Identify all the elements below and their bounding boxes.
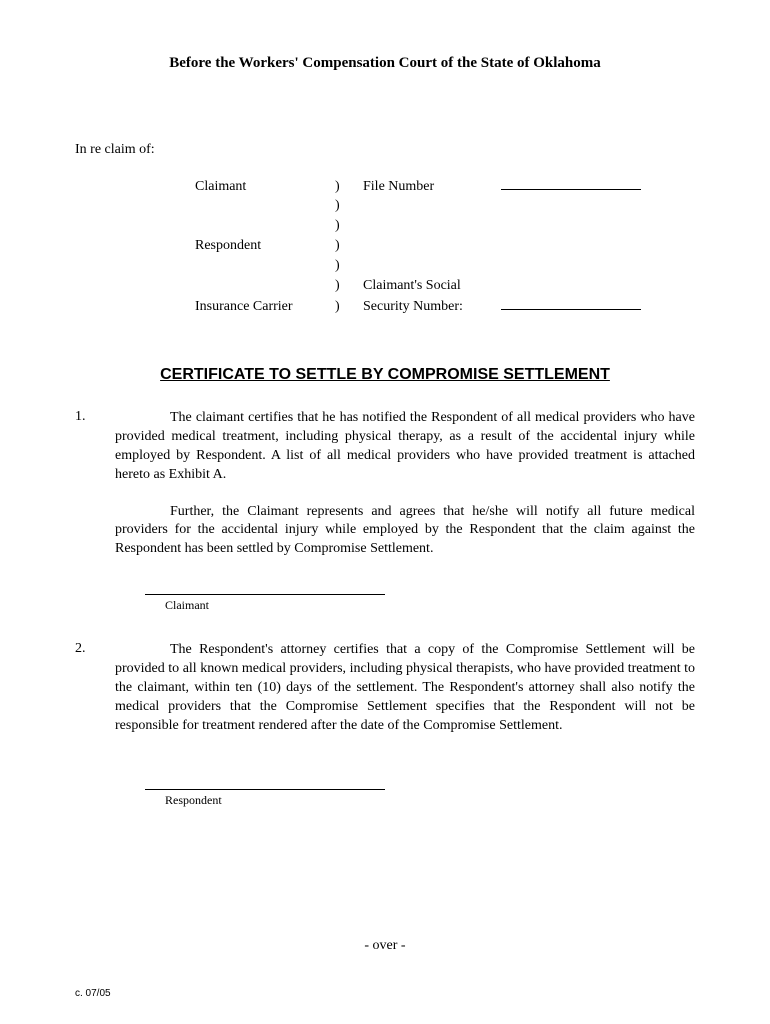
file-number-blank (501, 176, 641, 190)
claimant-signature-label: Claimant (165, 598, 695, 613)
claimant-signature-block: Claimant (145, 594, 695, 613)
certificate-title: CERTIFICATE TO SETTLE BY COMPROMISE SETT… (75, 366, 695, 384)
section-1-number: 1. (75, 409, 105, 485)
footer-date: c. 07/05 (75, 988, 111, 999)
paren: ) (335, 216, 363, 236)
section-2-number: 2. (75, 641, 105, 735)
paren: ) (335, 177, 363, 197)
paren: ) (335, 256, 363, 276)
respondent-label: Respondent (195, 236, 335, 256)
file-number-label: File Number (363, 177, 493, 197)
respondent-signature-block: Respondent (145, 789, 695, 808)
respondent-signature-line (145, 789, 385, 790)
page-title: Before the Workers' Compensation Court o… (75, 55, 695, 72)
section-1: 1. The claimant certifies that he has no… (75, 409, 695, 485)
section-1-para-2: Further, the Claimant represents and agr… (115, 503, 695, 560)
parties-block: Claimant ) File Number ) ) Respondent ) … (195, 176, 695, 316)
paren: ) (335, 276, 363, 296)
ssn-label-2: Security Number: (363, 297, 493, 317)
section-2: 2. The Respondent's attorney certifies t… (75, 641, 695, 735)
carrier-label: Insurance Carrier (195, 297, 335, 317)
over-indicator: - over - (0, 938, 770, 954)
paren: ) (335, 196, 363, 216)
section-2-para-1: The Respondent's attorney certifies that… (105, 641, 695, 735)
claimant-label: Claimant (195, 177, 335, 197)
claimant-signature-line (145, 594, 385, 595)
respondent-signature-label: Respondent (165, 793, 695, 808)
section-1-para-1: The claimant certifies that he has notif… (105, 409, 695, 485)
ssn-label-1: Claimant's Social (363, 276, 493, 296)
ssn-blank (501, 296, 641, 310)
paren: ) (335, 297, 363, 317)
claim-intro: In re claim of: (75, 142, 695, 158)
paren: ) (335, 236, 363, 256)
